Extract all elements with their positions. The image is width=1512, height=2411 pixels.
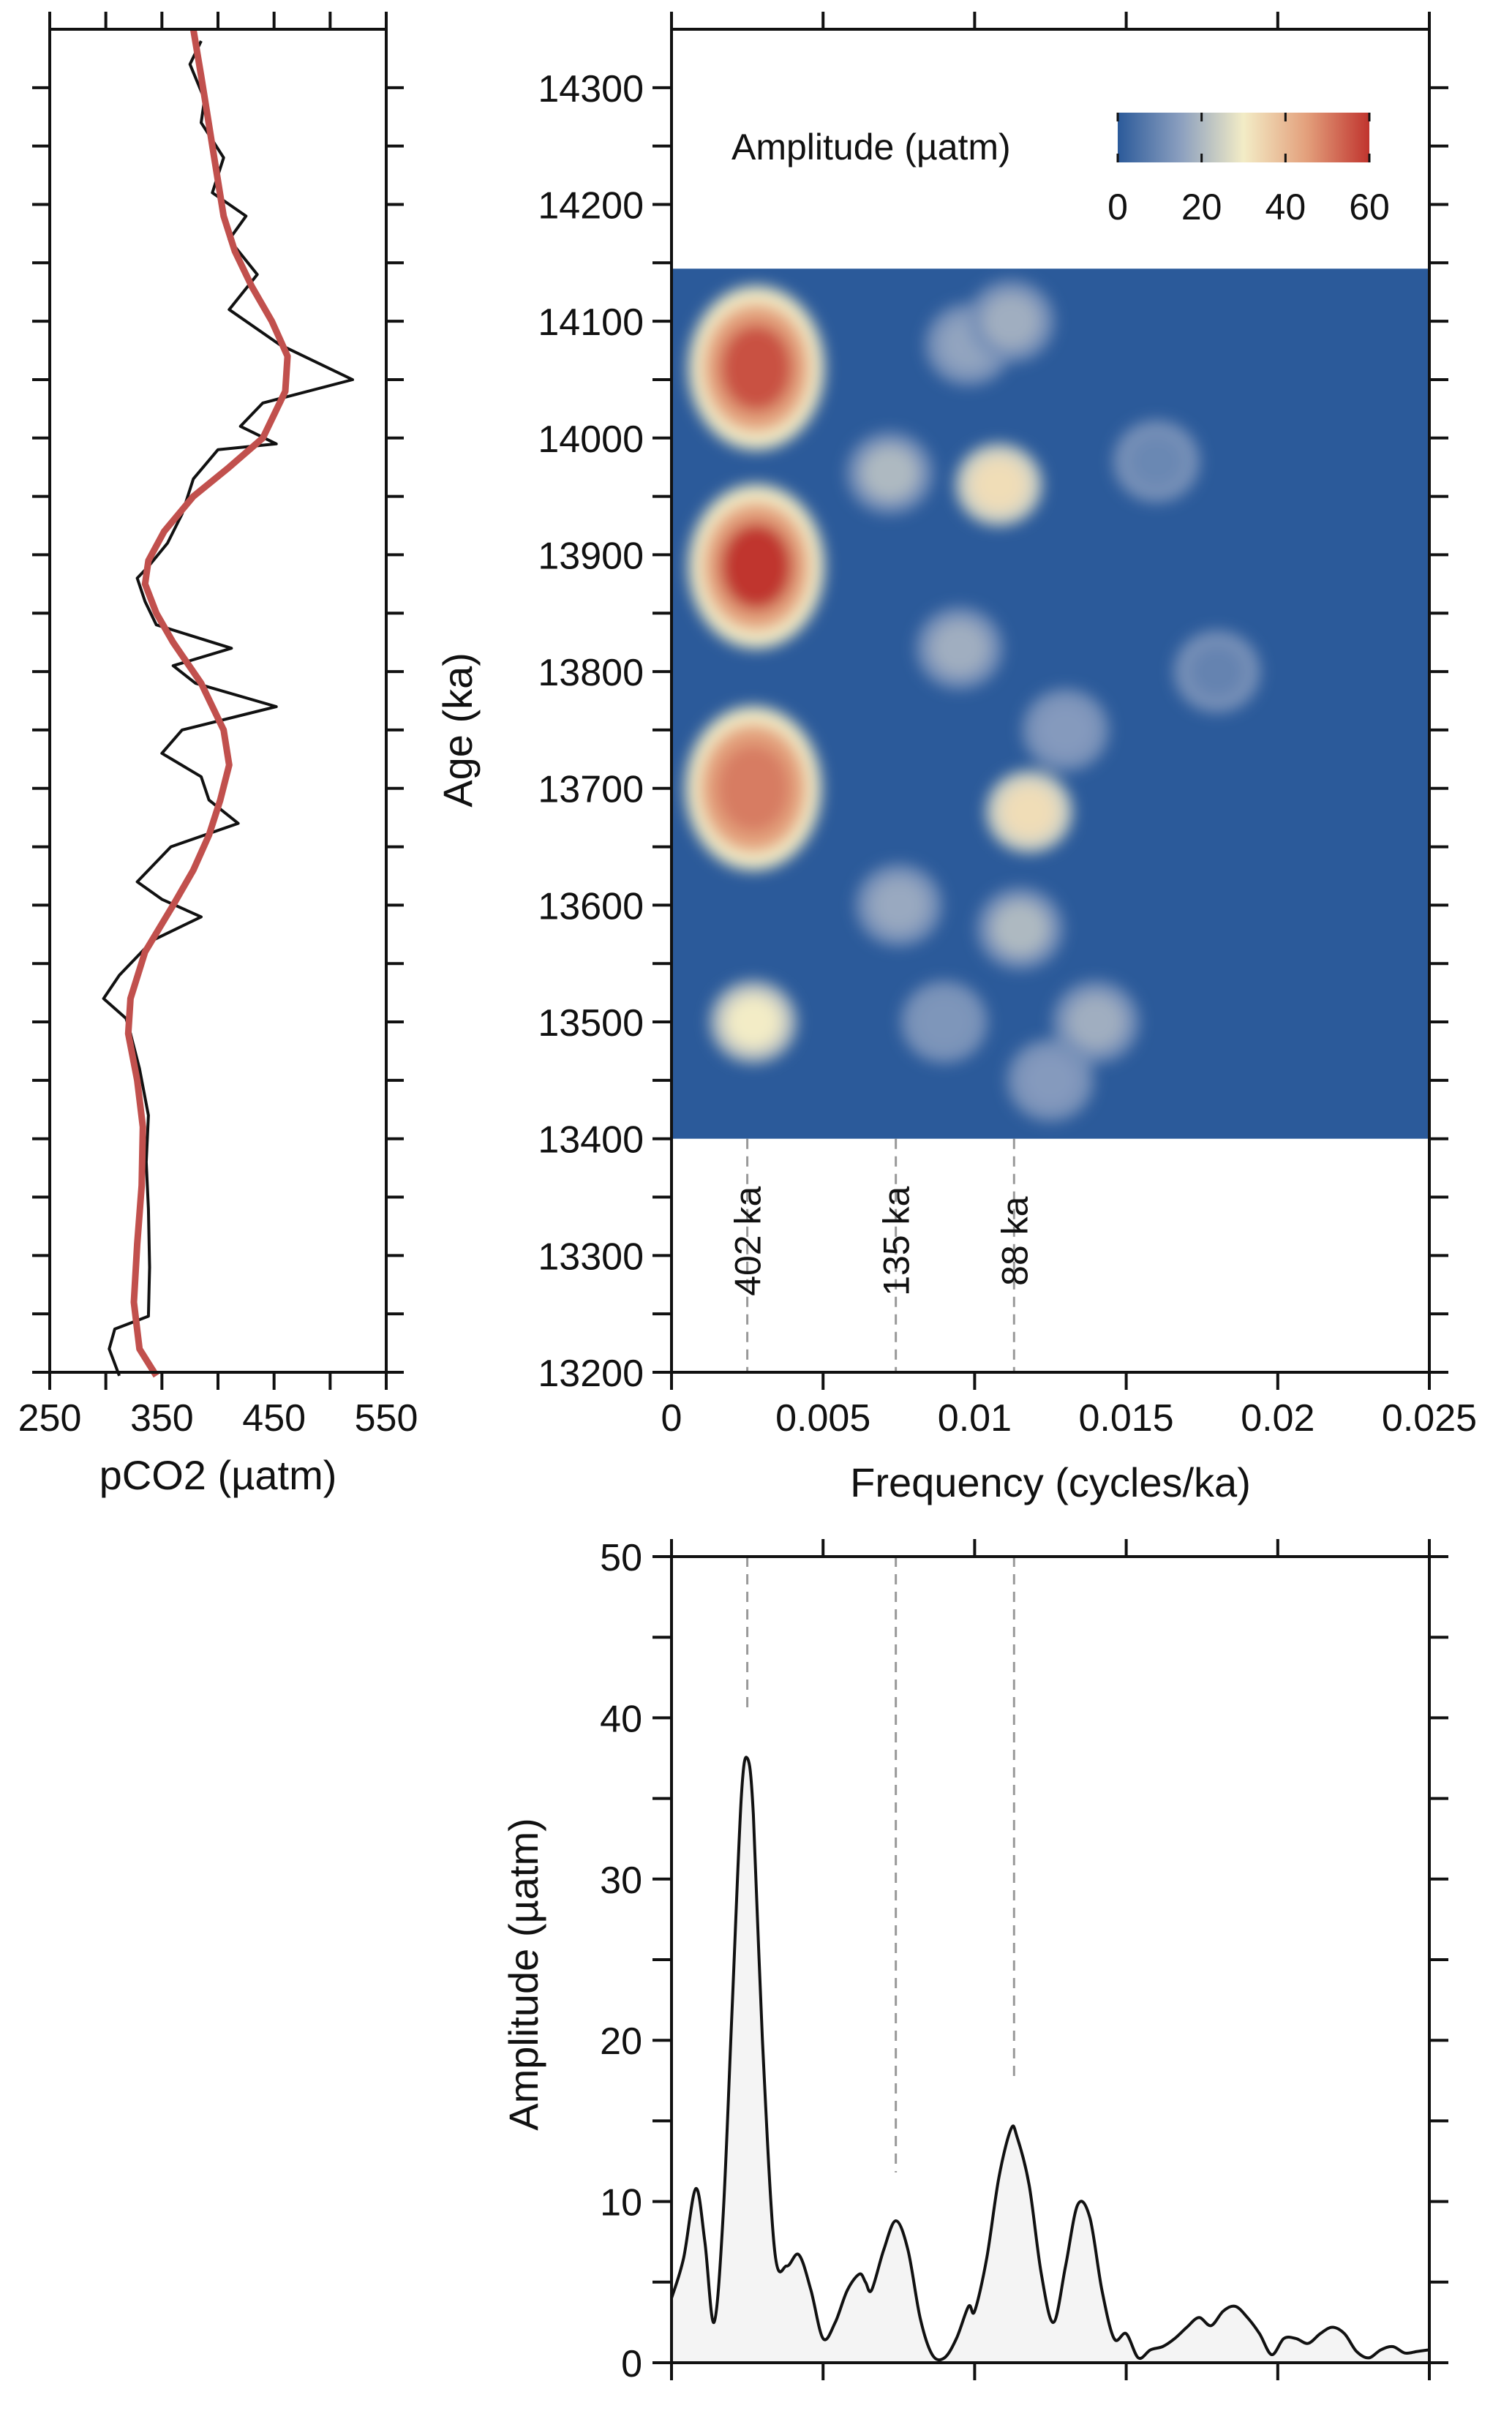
pco2-series [102, 29, 354, 1378]
age-tick-label: 13700 [538, 769, 644, 811]
heatmap-amplitude-blob [1189, 645, 1245, 699]
colorbar-tick-label: 0 [1107, 187, 1128, 227]
heatmap-axis-ticks [652, 12, 1448, 1390]
spectrum-peak-markers [746, 1557, 1015, 2173]
frequency-axis-label: Frequency (cycles/ka) [850, 1459, 1251, 1505]
spectrum-line [670, 1756, 1430, 2362]
age-tick-label: 13800 [538, 652, 644, 694]
heatmap-amplitude-blob [971, 458, 1027, 511]
spectrum-tick-label: 10 [600, 2182, 642, 2224]
age-tick-label: 14300 [538, 68, 644, 110]
age-tick-label: 14100 [538, 301, 644, 344]
freq-tick-label: 0.005 [775, 1397, 870, 1440]
age-tick-label: 13200 [538, 1353, 644, 1395]
spectrum-tick-label: 20 [600, 2020, 642, 2063]
spectrum-tick-label: 40 [600, 1698, 642, 1740]
colorbar-label: Amplitude (µatm) [731, 127, 1011, 168]
spectrum-area-fill [672, 1757, 1429, 2363]
spectrum-tick-label: 0 [621, 2343, 642, 2385]
age-tick-label: 14000 [538, 418, 644, 461]
spectrum-axis-ticks [652, 1539, 1448, 2380]
age-tick-label: 13400 [538, 1119, 644, 1162]
heatmap-amplitude-blob [1129, 435, 1184, 488]
age-axis-label: Age (ka) [435, 652, 481, 808]
heatmap-amplitude-blob [720, 324, 793, 412]
freq-tick-label: 0.01 [938, 1397, 1012, 1440]
colorbar-ticks: 0 20 40 60 [1107, 113, 1390, 227]
heatmap-amplitude-blob [917, 996, 972, 1049]
freq-tick-label: 0.02 [1241, 1397, 1314, 1440]
pco2-tick-label: 450 [242, 1397, 306, 1440]
pco2-panel-frame [48, 28, 388, 1374]
colorbar-gradient [1118, 113, 1369, 162]
period-label: 402 ka [728, 1186, 769, 1295]
colorbar-tick-label: 60 [1349, 187, 1390, 227]
heatmap-amplitude-blob [720, 522, 793, 610]
freq-tick-label: 0.025 [1382, 1397, 1477, 1440]
heatmap-amplitude-blob [862, 446, 918, 500]
heatmap-amplitude-blob [717, 745, 790, 832]
heatmap-panel-frame [670, 28, 1431, 1374]
pco2-tick-labels: 250 350 450 550 [18, 1397, 418, 1440]
pco2-tick-label: 350 [130, 1397, 194, 1440]
spectrum-tick-labels: 0 10 20 30 40 50 [600, 1537, 642, 2385]
heatmap-amplitude-blob [931, 622, 988, 675]
period-annotations: 402 ka 135 ka 88 ka [728, 1138, 1035, 1372]
pco2-raw-line [102, 40, 354, 1377]
heatmap-amplitude-blob [1037, 703, 1094, 756]
pco2-record-panel: 250 350 450 550 pCO2 (µatm) [18, 12, 418, 1498]
pco2-x-axis-label: pCO2 (µatm) [99, 1452, 337, 1498]
pco2-tick-label: 550 [355, 1397, 418, 1440]
period-label: 135 ka [876, 1186, 917, 1295]
age-tick-label: 13300 [538, 1235, 644, 1278]
age-tick-label: 13600 [538, 885, 644, 928]
heatmap-amplitude-blob [1023, 1053, 1078, 1107]
evolutive-spectrum-panel: 402 ka 135 ka 88 ka 0 0.005 0.01 0.015 0.02 0.0… [435, 12, 1477, 1505]
heatmap-amplitude-blob [1068, 996, 1124, 1049]
heatmap-tick-labels: 0 0.005 0.01 0.015 0.02 0.025 13200 13300 13400 1… [538, 68, 1477, 1440]
age-tick-label: 14200 [538, 184, 644, 227]
heatmap-amplitude-blob [983, 295, 1039, 348]
amplitude-colorbar: Amplitude (µatm) 0 20 40 60 [731, 113, 1390, 227]
pco2-smoothed-line [124, 29, 291, 1378]
heatmap-blob-layer [685, 280, 1260, 1121]
freq-tick-label: 0 [661, 1397, 682, 1440]
spectrum-tick-label: 30 [600, 1859, 642, 1902]
heatmap-amplitude-blob [871, 879, 927, 932]
spectrum-panel-frame [670, 1555, 1431, 2364]
period-label: 88 ka [994, 1196, 1035, 1286]
freq-tick-label: 0.015 [1079, 1397, 1174, 1440]
pco2-axis-ticks [32, 12, 404, 1390]
heatmap-amplitude-field [685, 280, 1260, 1121]
colorbar-tick-label: 20 [1181, 187, 1222, 227]
colorbar-tick-label: 40 [1265, 187, 1306, 227]
heatmap-amplitude-blob [992, 902, 1048, 955]
age-tick-label: 13900 [538, 535, 644, 577]
age-tick-label: 13500 [538, 1002, 644, 1045]
spectrum-tick-label: 50 [600, 1537, 642, 1579]
pco2-tick-label: 250 [18, 1397, 82, 1440]
heatmap-amplitude-blob [1001, 785, 1057, 838]
heatmap-amplitude-blob [726, 996, 781, 1049]
amplitude-spectrum-panel: 0 10 20 30 40 50 Amplitude (µatm) [500, 1537, 1448, 2385]
amplitude-axis-label: Amplitude (µatm) [500, 1818, 546, 2131]
